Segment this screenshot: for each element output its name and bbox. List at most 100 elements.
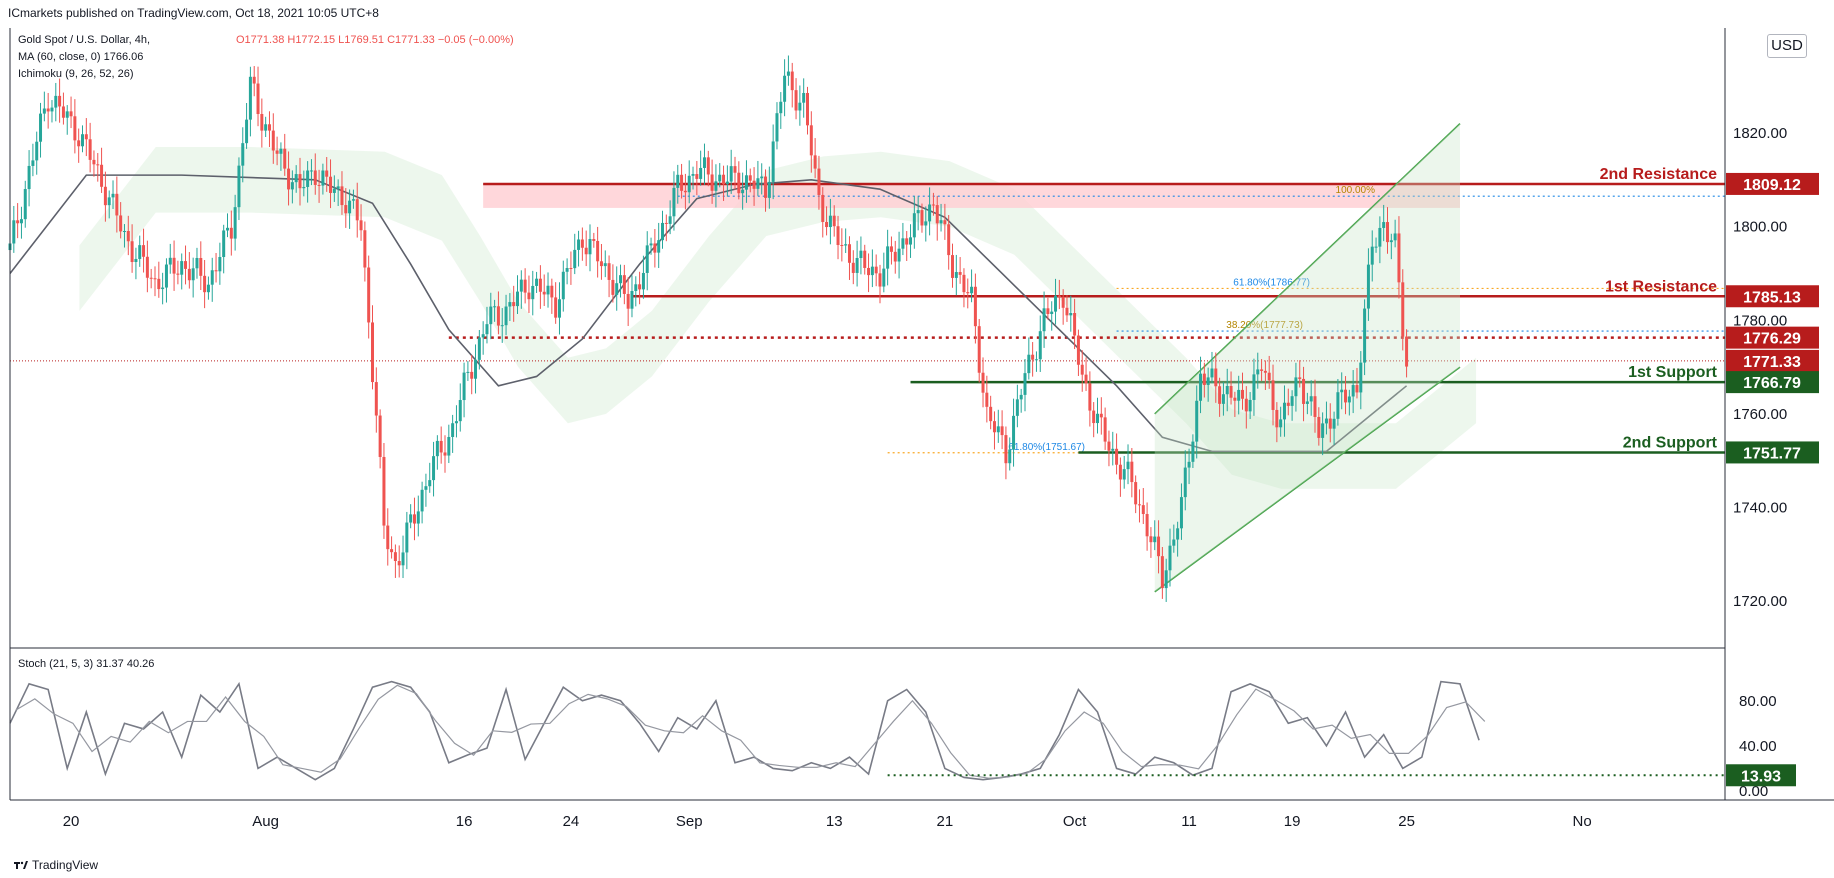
- candle-body: [531, 285, 535, 300]
- candle-body: [164, 264, 168, 288]
- candle-body: [474, 359, 478, 379]
- candle-body: [1282, 402, 1286, 420]
- candle-body: [306, 170, 310, 187]
- candle-body: [1351, 385, 1355, 397]
- candle-body: [641, 272, 645, 290]
- time-tick-label: 20: [63, 813, 80, 830]
- candle-body: [260, 114, 264, 131]
- price-tag: [1726, 172, 1819, 195]
- candle-body: [420, 489, 424, 512]
- candle-body: [27, 165, 31, 190]
- candle-body: [538, 278, 542, 292]
- candle-body: [657, 240, 661, 253]
- candle-body: [939, 220, 943, 224]
- fib-label: 100.00%: [1336, 185, 1376, 196]
- candle-body: [107, 197, 111, 206]
- candle-body: [443, 452, 447, 456]
- candle-body: [748, 175, 752, 181]
- candle-body: [916, 210, 920, 214]
- candle-body: [821, 194, 825, 222]
- candle-body: [1179, 497, 1183, 529]
- candle-body: [844, 244, 848, 246]
- candle-body: [54, 95, 58, 108]
- candle-body: [149, 277, 153, 279]
- time-tick-label: 11: [1181, 813, 1197, 830]
- candle-body: [779, 101, 783, 114]
- candle-body: [237, 165, 241, 208]
- candle-body: [1149, 536, 1153, 543]
- candle-body: [817, 168, 821, 195]
- candle-body: [481, 334, 485, 338]
- candle-body: [287, 168, 291, 190]
- candle-body: [454, 421, 458, 424]
- candle-body: [1115, 448, 1119, 465]
- candle-body: [1004, 435, 1008, 464]
- candle-body: [439, 440, 443, 453]
- time-tick-label: Oct: [1063, 813, 1087, 830]
- candle-body: [1267, 372, 1271, 381]
- candle-body: [519, 279, 523, 292]
- candle-body: [428, 480, 432, 487]
- candle-body: [496, 306, 500, 326]
- stoch-tag: [1726, 764, 1796, 787]
- candle-body: [996, 426, 1000, 433]
- candle-body: [981, 372, 985, 393]
- price-tag: [1726, 285, 1819, 308]
- time-tick-label: No: [1573, 813, 1592, 830]
- candle-body: [1046, 308, 1050, 314]
- candle-body: [264, 124, 268, 131]
- candle-body: [813, 155, 817, 169]
- candle-body: [832, 215, 836, 227]
- candle-body: [1302, 378, 1306, 404]
- candle-body: [382, 456, 386, 526]
- candle-body: [1313, 396, 1317, 417]
- candle-body: [1000, 426, 1004, 436]
- candle-body: [1237, 389, 1241, 401]
- candle-body: [1359, 362, 1363, 393]
- candle-body: [390, 549, 394, 553]
- candle-body: [1298, 377, 1302, 379]
- candle-body: [138, 245, 142, 259]
- candle-body: [81, 134, 84, 147]
- candle-body: [611, 279, 615, 295]
- candle-body: [451, 423, 455, 437]
- candle-body: [535, 278, 539, 286]
- candle-body: [61, 106, 65, 118]
- candle-body: [954, 272, 958, 278]
- currency-button[interactable]: USD: [1767, 34, 1807, 58]
- candle-body: [920, 210, 924, 226]
- candle-body: [794, 90, 798, 111]
- candle-body: [401, 552, 405, 566]
- candle-body: [31, 160, 35, 166]
- candle-body: [775, 113, 779, 142]
- time-tick-label: 25: [1398, 813, 1415, 830]
- candle-body: [523, 279, 527, 293]
- candle-body: [1386, 222, 1389, 243]
- candle-body: [1275, 409, 1279, 428]
- candle-body: [977, 326, 981, 373]
- candle-body: [710, 174, 714, 191]
- candle-body: [676, 174, 680, 188]
- time-tick-label: 21: [937, 813, 954, 830]
- level-name: 1st Support: [1628, 364, 1718, 381]
- candle-body: [596, 240, 600, 262]
- candle-body: [1088, 383, 1092, 411]
- candle-body: [1096, 413, 1099, 424]
- candle-body: [1340, 389, 1344, 393]
- candle-body: [1080, 364, 1084, 375]
- cloud-area: [79, 147, 1477, 489]
- ma-legend: MA (60, close, 0) 1766.06: [18, 51, 144, 63]
- candle-body: [1015, 399, 1019, 416]
- time-tick-label: 19: [1284, 813, 1301, 830]
- ichimoku-legend: Ichimoku (9, 26, 52, 26): [18, 68, 134, 80]
- candle-body: [1244, 398, 1248, 412]
- candle-body: [187, 268, 191, 281]
- candle-body: [1321, 423, 1325, 438]
- candle-body: [527, 292, 531, 300]
- candle-body: [1344, 389, 1348, 403]
- candle-body: [1214, 368, 1218, 387]
- candle-body: [412, 514, 416, 524]
- candle-body: [84, 134, 88, 140]
- candle-body: [638, 284, 642, 290]
